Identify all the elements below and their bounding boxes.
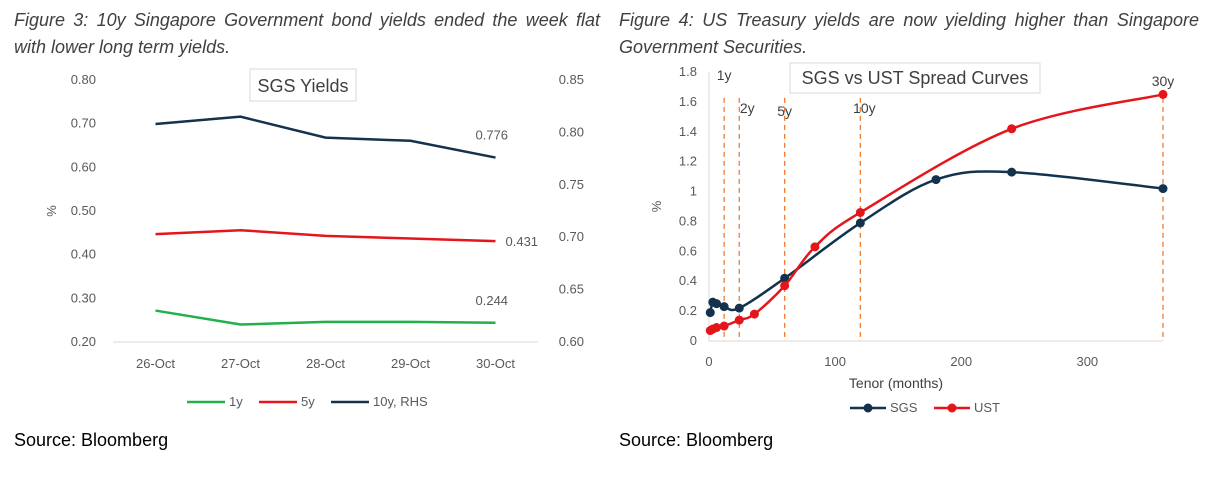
chart-1-data-labels: 0.776 0.431 0.244 (476, 128, 539, 308)
tenor-marker-label: 2y (740, 100, 755, 116)
x-tick-label: 30-Oct (476, 356, 515, 371)
legend-label: SGS (890, 400, 918, 415)
data-point-ust (1158, 89, 1168, 99)
y-tick-label: 0.2 (679, 303, 697, 318)
series-line-5y (155, 228, 496, 243)
data-point-sgs (855, 218, 865, 228)
series-line-1y (155, 309, 496, 326)
x-axis-label: Tenor (months) (849, 375, 943, 391)
legend-marker (863, 403, 873, 413)
y-tick-label: 0.60 (71, 159, 96, 174)
tenor-marker-label: 5y (777, 103, 792, 119)
data-point-sgs (931, 175, 941, 185)
figure-3-title: Figure 3: 10y Singapore Government bond … (14, 10, 600, 57)
data-point-sgs (712, 299, 722, 309)
chart-2-axes: 0 100 200 300 0 0.2 0.4 0.6 0.8 1 1.2 1.4 1.6 1.8 Teno… (649, 64, 1163, 391)
x-tick-label: 300 (1076, 354, 1098, 369)
series-line-10y (155, 115, 496, 159)
data-point-sgs (719, 302, 729, 312)
y-tick-label: 0.6 (679, 243, 697, 258)
figure-4-title: Figure 4: US Treasury yields are now yie… (619, 10, 1199, 57)
y-tick-label: 1.8 (679, 64, 697, 79)
x-tick-label: 29-Oct (391, 356, 430, 371)
y2-tick-label: 0.80 (559, 124, 584, 139)
tenor-marker-label: 10y (853, 100, 876, 116)
chart-1-legend: 1y 5y 10y, RHS (187, 394, 428, 409)
y2-tick-label: 0.60 (559, 334, 584, 349)
data-point-ust (712, 323, 722, 333)
data-point-ust (749, 309, 759, 319)
data-label: 0.244 (476, 293, 509, 308)
y-axis-label: % (649, 200, 664, 212)
x-tick-label: 27-Oct (221, 356, 260, 371)
y2-tick-label: 0.70 (559, 229, 584, 244)
chart-2-series (705, 89, 1168, 336)
x-tick-label: 100 (824, 354, 846, 369)
data-point-ust (780, 281, 790, 291)
chart-2-title-box (789, 62, 1041, 94)
y2-tick-label: 0.65 (559, 282, 584, 297)
y-tick-label: 0.30 (71, 290, 96, 305)
data-point-sgs (780, 273, 790, 283)
legend-marker (947, 403, 957, 413)
legend-label: UST (974, 400, 1000, 415)
data-point-ust (719, 321, 729, 331)
y-tick-label: 0.80 (71, 72, 96, 87)
data-label: 0.776 (476, 128, 509, 143)
y-tick-label: 0.20 (71, 334, 96, 349)
legend-label: 10y, RHS (373, 394, 428, 409)
y-tick-label: 0 (690, 333, 697, 348)
legend-label: 1y (229, 394, 243, 409)
chart-2-title: SGS vs UST Spread Curves (802, 68, 1029, 88)
legend-label: 5y (301, 394, 315, 409)
spread-curves-chart: SGS vs UST Spread Curves 0 100 200 30000.20… (649, 62, 1175, 415)
y-tick-label: 0.8 (679, 213, 697, 228)
y-tick-label: 1.6 (679, 94, 697, 109)
tenor-marker-label: 30y (1152, 73, 1175, 89)
data-point-sgs (1007, 167, 1017, 177)
tenor-marker-label: 1y (717, 67, 732, 83)
series-line-ust (709, 93, 1164, 332)
y2-tick-label: 0.75 (559, 177, 584, 192)
chart-2-tenor-markers: 1y 2y 5y 10y 30y (717, 67, 1175, 341)
y-axis-label: % (44, 205, 59, 217)
y-tick-label: 1 (690, 184, 697, 199)
data-point-ust (1007, 124, 1017, 134)
y-tick-label: 1.4 (679, 124, 697, 139)
source-note-1: Source: Bloomberg (14, 430, 169, 450)
x-tick-label: 0 (705, 354, 712, 369)
chart-2-legend: SGS UST (850, 400, 1000, 415)
chart-1-title: SGS Yields (257, 76, 348, 96)
chart-1-series (155, 115, 496, 326)
y-tick-label: 1.2 (679, 154, 697, 169)
y-tick-label: 0.40 (71, 247, 96, 262)
y2-tick-label: 0.85 (559, 72, 584, 87)
data-point-ust (734, 315, 744, 325)
x-tick-label: 200 (950, 354, 972, 369)
data-point-sgs (1158, 184, 1168, 194)
chart-1-title-box (249, 68, 357, 102)
chart-1-axes: 26-Oct 27-Oct 28-Oct 29-Oct 30-Oct 0.20 0.30 0.… (44, 72, 584, 371)
y-tick-label: 0.50 (71, 203, 96, 218)
data-point-sgs (705, 308, 715, 318)
y-tick-label: 0.4 (679, 273, 697, 288)
x-tick-label: 26-Oct (136, 356, 175, 371)
y-tick-label: 0.70 (71, 116, 96, 131)
source-note-2: Source: Bloomberg (619, 430, 774, 450)
data-point-ust (855, 207, 865, 217)
data-point-sgs (734, 303, 744, 313)
sgs-yields-chart: SGS Yields 26-Oct 27-Oct 28-Oct 29-Oct 30-Oc… (44, 68, 584, 409)
x-tick-label: 28-Oct (306, 356, 345, 371)
data-point-ust (810, 242, 820, 252)
data-label: 0.431 (506, 234, 539, 249)
